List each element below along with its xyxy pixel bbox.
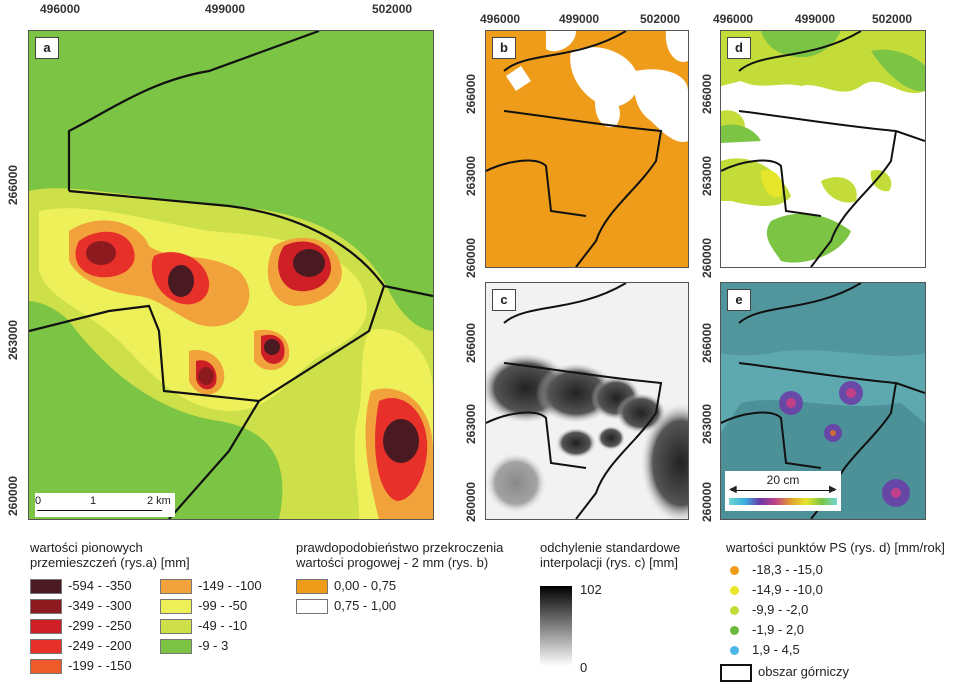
y-tick-c-1: 266000 — [464, 322, 478, 363]
arrow-left-icon: ◀ — [729, 484, 737, 495]
y-tick-b-2: 263000 — [464, 155, 478, 196]
x-tick-de-2: 499000 — [795, 12, 836, 26]
legend-a-label: -199 - -150 — [68, 658, 132, 673]
y-tick-d-3: 260000 — [700, 237, 714, 278]
legend-a-label: -594 - -350 — [68, 578, 132, 593]
y-tick-c-3: 260000 — [464, 481, 478, 522]
legend-a-label: -249 - -200 — [68, 638, 132, 653]
x-tick-a-2: 499000 — [205, 2, 246, 16]
legend-a-swatch — [30, 659, 62, 674]
x-tick-a-3: 502000 — [372, 2, 413, 16]
probability-map — [486, 31, 688, 267]
scale-tick-2: 2 km — [147, 495, 171, 507]
legend-d-dot — [730, 566, 739, 575]
legend-b-swatch — [296, 599, 328, 614]
y-tick-b-3: 260000 — [464, 237, 478, 278]
legend-d-label: -9,9 - -2,0 — [752, 602, 809, 617]
mining-area-swatch — [720, 664, 752, 682]
legend-b-label: 0,00 - 0,75 — [334, 578, 397, 593]
panel-label-b: b — [492, 37, 516, 59]
x-tick-a-1: 496000 — [40, 2, 81, 16]
legend-d-dot — [730, 586, 739, 595]
panel-label-e: e — [727, 289, 751, 311]
panel-label-c: c — [492, 289, 516, 311]
scale-bar-e: 20 cm ◀ ▶ — [725, 471, 841, 511]
map-panel-e: e 20 cm ◀ ▶ — [720, 282, 926, 520]
std-dev-map — [486, 283, 688, 519]
colorbar-min: 0 — [580, 660, 588, 675]
map-panel-c: c — [485, 282, 689, 520]
legend-d-dot — [730, 626, 739, 635]
panel-label-d: d — [727, 37, 751, 59]
y-tick-a-2: 263000 — [6, 319, 20, 360]
legend-a-swatch — [30, 599, 62, 614]
legend-a-label: -9 - 3 — [198, 638, 229, 653]
scale-tick-1: 1 — [90, 495, 97, 507]
color-ramp — [729, 498, 837, 505]
scale-bar-e-label: 20 cm — [766, 473, 800, 487]
legend-c-title: odchylenie standardowe interpolacji (rys… — [540, 540, 681, 570]
legend-a-label: -99 - -50 — [198, 598, 248, 613]
panel-label-a: a — [35, 37, 59, 59]
arrow-right-icon: ▶ — [829, 484, 837, 495]
legend-d-label: 1,9 - 4,5 — [752, 642, 800, 657]
legend-b-label: 0,75 - 1,00 — [334, 598, 397, 613]
y-tick-a-3: 260000 — [6, 475, 20, 516]
legend-d-label: -1,9 - 2,0 — [752, 622, 805, 637]
x-tick-bc-3: 502000 — [640, 12, 681, 26]
x-tick-de-3: 502000 — [872, 12, 913, 26]
colorbar-max: 102 — [580, 582, 602, 597]
legend-a-title: wartości pionowych przemieszczeń (rys.a)… — [30, 540, 190, 570]
legend-d-label: -18,3 - -15,0 — [752, 562, 823, 577]
mining-area-label: obszar górniczy — [758, 664, 850, 679]
y-tick-e-1: 266000 — [700, 322, 714, 363]
legend-b-swatch — [296, 579, 328, 594]
legend-d-label: -14,9 - -10,0 — [752, 582, 823, 597]
ps-points-map — [721, 31, 925, 267]
y-tick-b-1: 266000 — [464, 73, 478, 114]
legend-a-swatch — [30, 619, 62, 634]
map-panel-a: a 0 1 2 km — [28, 30, 434, 520]
x-tick-bc-2: 499000 — [559, 12, 600, 26]
legend-a-swatch — [30, 639, 62, 654]
legend-a-label: -349 - -300 — [68, 598, 132, 613]
legend-a-label: -49 - -10 — [198, 618, 248, 633]
std-dev-colorbar — [540, 586, 572, 666]
legend-a-swatch — [160, 579, 192, 594]
legend-d-dot — [730, 606, 739, 615]
displacement-map — [29, 31, 433, 519]
legend-d-dot — [730, 646, 739, 655]
legend-a-swatch — [160, 619, 192, 634]
legend-a-swatch — [160, 639, 192, 654]
legend-d-title: wartości punktów PS (rys. d) [mm/rok] — [726, 540, 945, 555]
x-tick-de-1: 496000 — [713, 12, 754, 26]
scale-bar-a: 0 1 2 km — [35, 493, 175, 517]
map-panel-b: b — [485, 30, 689, 268]
scale-tick-0: 0 — [35, 495, 42, 507]
y-tick-d-2: 263000 — [700, 155, 714, 196]
map-panel-d: d — [720, 30, 926, 268]
legend-a-swatch — [160, 599, 192, 614]
y-tick-a-1: 266000 — [6, 164, 20, 205]
legend-a-label: -299 - -250 — [68, 618, 132, 633]
legend-b-title: prawdopodobieństwo przekroczenia wartośc… — [296, 540, 504, 570]
y-tick-e-2: 263000 — [700, 403, 714, 444]
x-tick-bc-1: 496000 — [480, 12, 521, 26]
legend-a-label: -149 - -100 — [198, 578, 262, 593]
y-tick-c-2: 263000 — [464, 403, 478, 444]
y-tick-d-1: 266000 — [700, 73, 714, 114]
y-tick-e-3: 260000 — [700, 481, 714, 522]
legend-a-swatch — [30, 579, 62, 594]
